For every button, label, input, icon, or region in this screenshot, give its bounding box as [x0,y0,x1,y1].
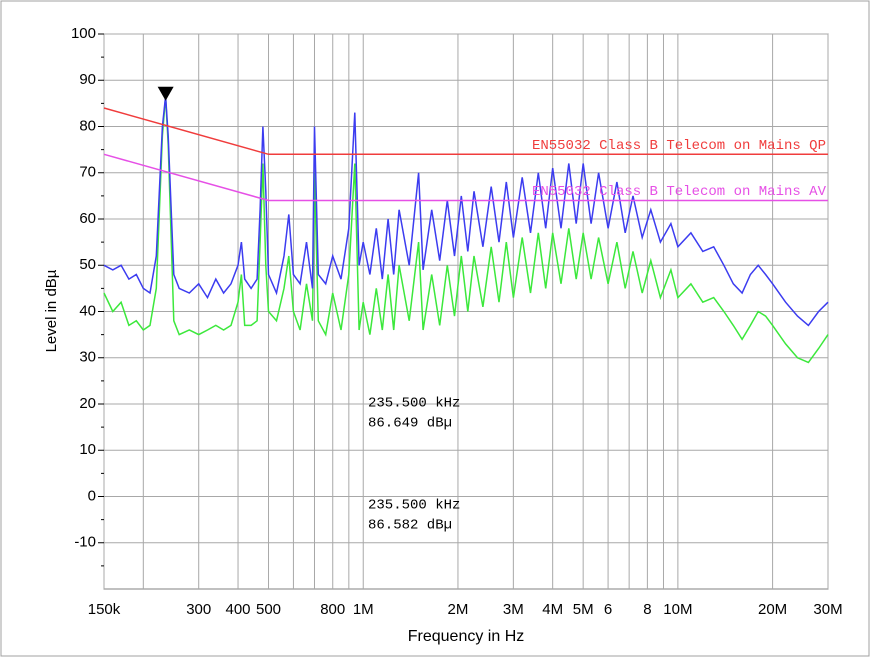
x-tick-label: 150k [88,601,121,618]
peak-marker [157,86,174,101]
spectrum-line [103,95,829,327]
marker-annotation: 86.582 dBµ [368,518,452,534]
y-axis-label: Level in dBµ [43,269,60,352]
y-tick-label: 20 [79,395,96,412]
y-tick-label: 100 [71,25,96,42]
limit-line [103,107,828,156]
x-tick-label: 20M [758,601,787,618]
x-tick-label: 3M [503,601,524,618]
x-tick-label: 300 [186,601,211,618]
spectrum-line [103,96,829,364]
y-tick-label: 80 [79,117,96,134]
y-tick-label: 40 [79,302,96,319]
x-tick-label: 30M [813,601,842,618]
x-tick-label: 10M [663,601,692,618]
x-axis-label: Frequency in Hz [408,628,525,645]
y-tick-label: 10 [79,441,96,458]
marker-annotation: 235.500 kHz [368,396,460,412]
y-tick-label: 90 [79,71,96,88]
x-tick-label: 400 [226,601,251,618]
x-tick-label: 8 [643,601,651,618]
limit-label: EN55032 Class B Telecom on Mains AV [532,184,827,200]
y-tick-label: 30 [79,349,96,366]
x-tick-label: 1M [353,601,374,618]
x-tick-label: 5M [573,601,594,618]
limit-label: EN55032 Class B Telecom on Mains QP [532,138,826,154]
x-tick-label: 4M [542,601,563,618]
x-tick-label: 800 [320,601,345,618]
y-tick-label: 70 [79,164,96,181]
y-tick-label: -10 [74,534,96,551]
x-tick-label: 6 [604,601,612,618]
y-tick-label: 60 [79,210,96,227]
y-tick-label: 50 [79,256,96,273]
marker-annotation: 86.649 dBµ [368,416,452,432]
grid [103,33,829,589]
limit-line [103,153,828,202]
y-tick-label: 0 [88,487,96,504]
x-tick-label: 2M [448,601,469,618]
x-tick-label: 500 [256,601,281,618]
marker-annotation: 235.500 kHz [368,498,460,514]
